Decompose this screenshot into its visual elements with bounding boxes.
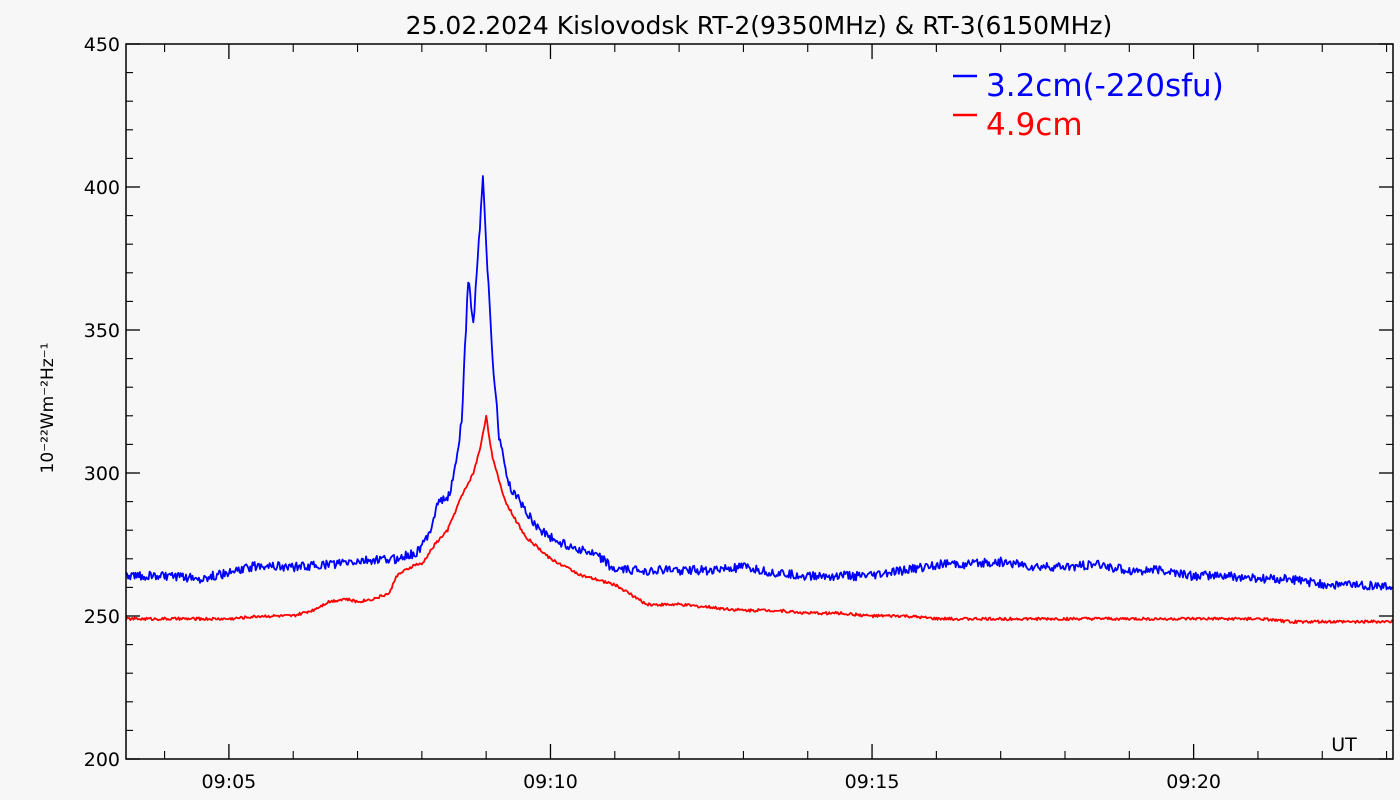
x-axis-unit-label: UT xyxy=(1331,734,1357,756)
series-line-4-9cm xyxy=(125,414,1394,624)
series-line-3-2cm xyxy=(125,175,1394,591)
y-tick-label: 200 xyxy=(84,749,120,771)
series-lines xyxy=(125,175,1394,624)
x-tick-label: 09:15 xyxy=(845,771,900,793)
legend: 3.2cm(-220sfu)4.9cm xyxy=(953,68,1224,143)
legend-label: 4.9cm xyxy=(986,107,1083,143)
axis-ticks: 200 250 300 350 400 450 09:05 09:10 09:15 09:20 xyxy=(84,34,1393,793)
y-tick-label: 250 xyxy=(84,606,120,628)
y-tick-label: 450 xyxy=(84,34,120,56)
y-tick-label: 400 xyxy=(84,177,120,199)
legend-label: 3.2cm(-220sfu) xyxy=(986,68,1224,104)
plot-frame xyxy=(125,43,1394,760)
x-tick-label: 09:10 xyxy=(523,771,578,793)
y-tick-label: 300 xyxy=(84,463,120,485)
y-axis-label: 10⁻²²Wm⁻²Hz⁻¹ xyxy=(38,343,58,474)
y-tick-label: 350 xyxy=(84,320,120,342)
x-tick-label: 09:20 xyxy=(1166,771,1221,793)
x-tick-label: 09:05 xyxy=(202,771,257,793)
chart-title: 25.02.2024 Kislovodsk RT-2(9350MHz) & RT… xyxy=(406,11,1113,40)
